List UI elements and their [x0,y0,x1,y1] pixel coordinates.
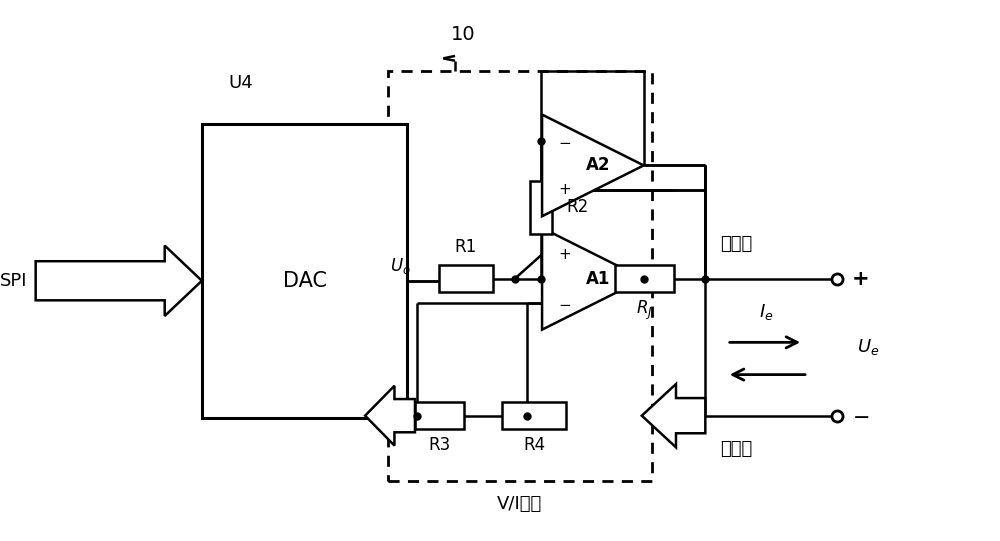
Bar [502,402,566,430]
Text: $+$: $+$ [558,182,572,197]
Text: 10: 10 [451,25,475,44]
Text: A1: A1 [586,270,610,288]
Text: $U_e$: $U_e$ [857,337,879,357]
Text: $I_e$: $I_e$ [759,302,773,322]
Bar [388,70,652,481]
Bar [439,265,493,293]
Text: $-$: $-$ [852,406,869,426]
Text: SPI: SPI [0,272,28,290]
Polygon shape [542,115,644,216]
Bar [530,181,552,234]
Text: R3: R3 [428,436,451,454]
Polygon shape [365,386,415,446]
Text: $U_o$: $U_o$ [390,256,411,276]
Polygon shape [642,384,705,447]
Text: $-$: $-$ [558,296,572,311]
Text: $-$: $-$ [558,134,572,149]
Text: R2: R2 [567,199,589,216]
Text: DAC: DAC [283,270,327,291]
Text: R1: R1 [455,237,477,255]
Bar [202,124,407,418]
Polygon shape [36,246,202,316]
Text: R4: R4 [523,436,545,454]
Text: $+$: $+$ [558,247,572,262]
Bar [615,265,674,293]
Text: 输出端: 输出端 [720,235,752,253]
Text: $R_J$: $R_J$ [636,299,653,322]
Text: V/I电路: V/I电路 [497,494,542,513]
Text: A2: A2 [586,156,610,174]
Text: U4: U4 [229,74,253,93]
Polygon shape [542,228,644,329]
Text: 返回端: 返回端 [720,440,752,458]
Bar [415,402,464,430]
Text: +: + [852,269,870,289]
